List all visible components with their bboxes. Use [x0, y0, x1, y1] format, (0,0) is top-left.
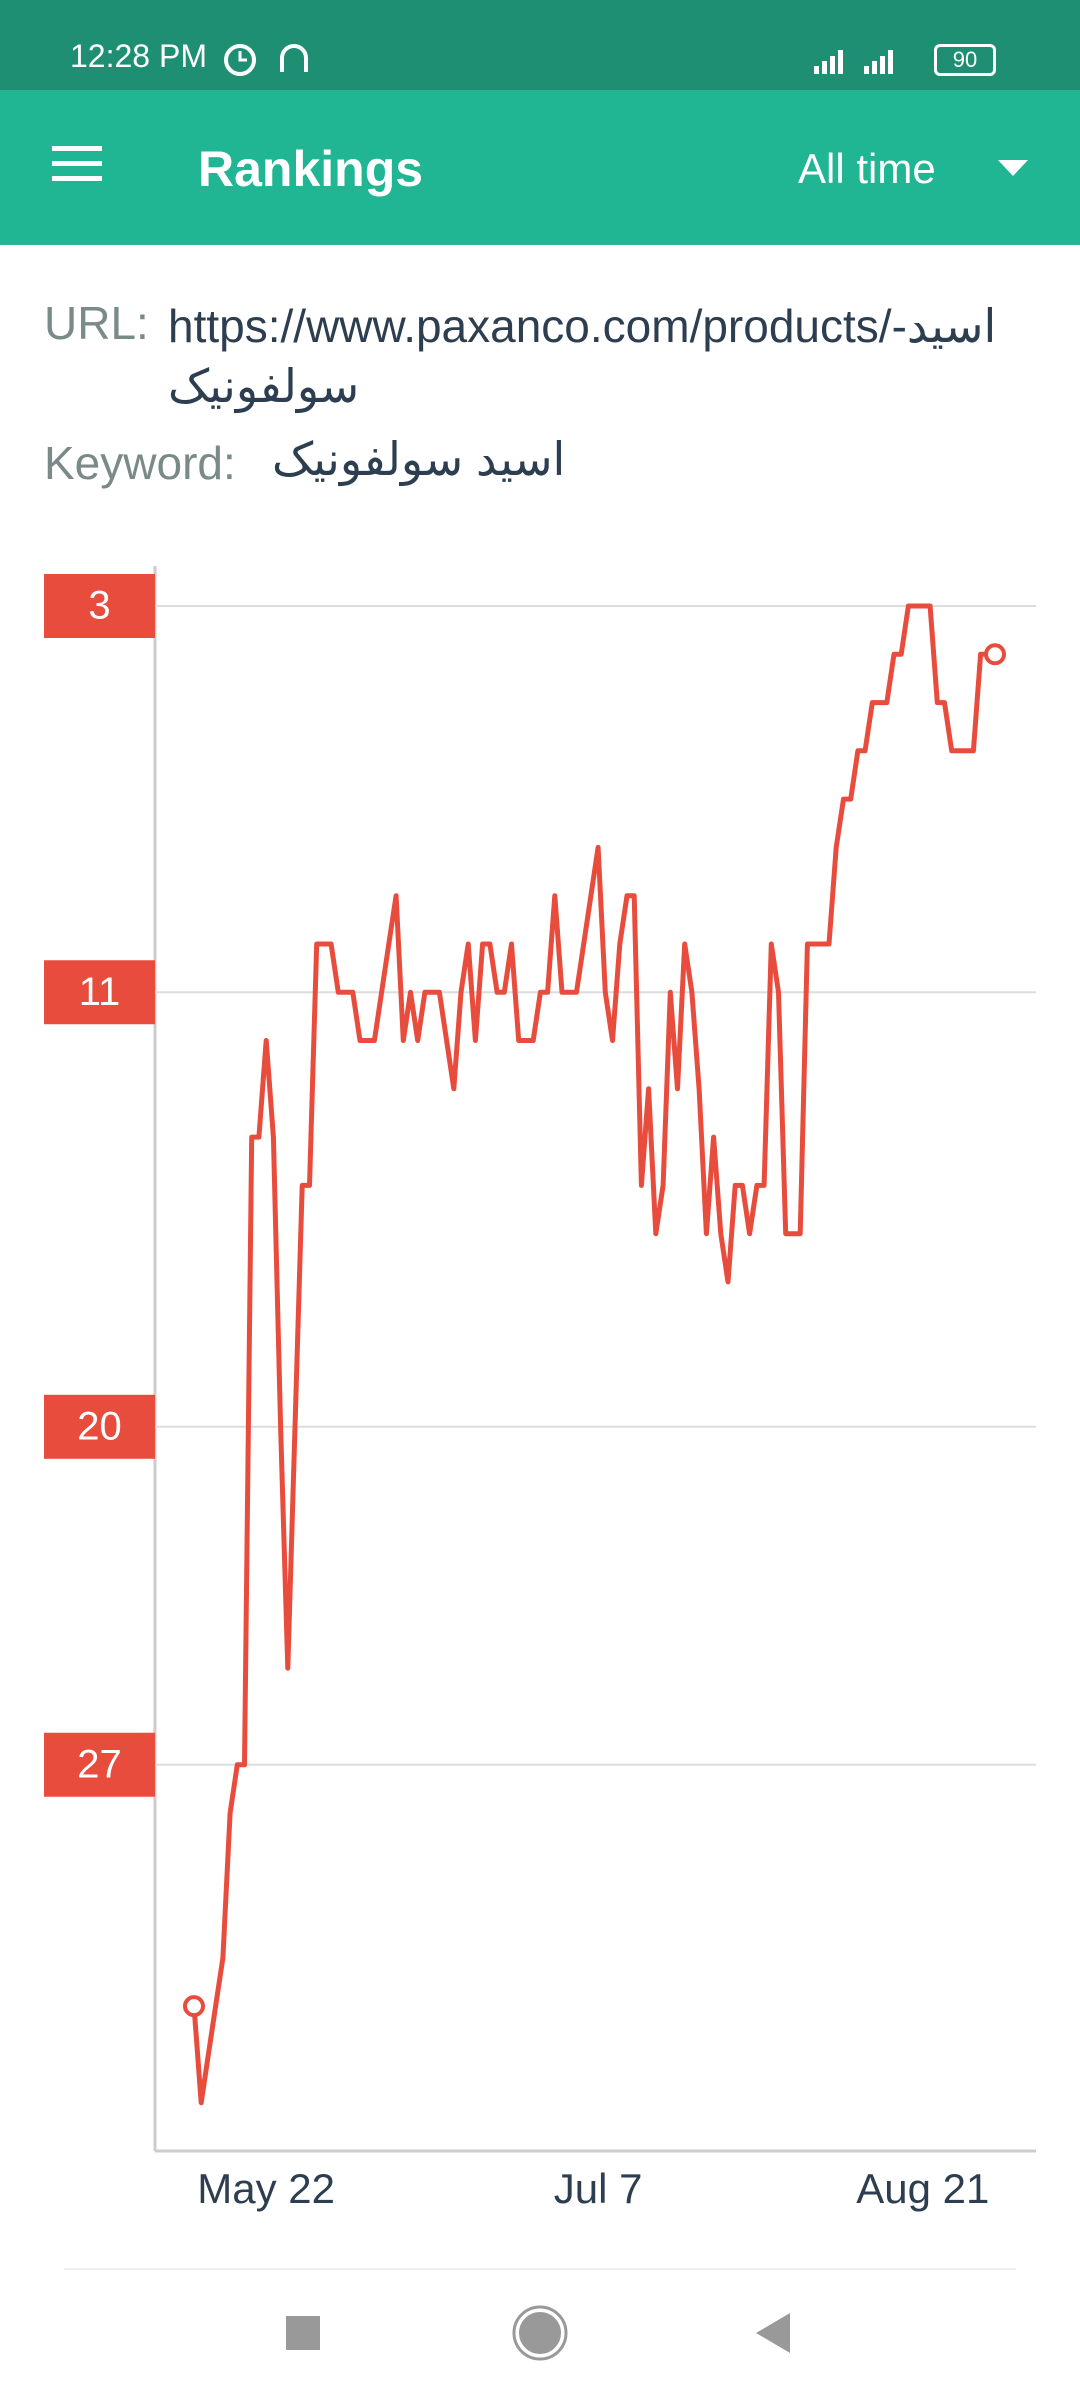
app-bar: Rankings All time — [0, 90, 1080, 245]
nav-recents[interactable] — [286, 2316, 320, 2350]
url-label: URL: — [44, 297, 149, 349]
point-marker — [984, 643, 1006, 666]
keyword-value: اسید سولفونیک — [272, 433, 566, 485]
nav-back[interactable] — [756, 2313, 790, 2353]
x-tick-label: Jul 7 — [554, 2165, 643, 2212]
period-selector[interactable]: All time — [798, 145, 936, 192]
signal-icons — [814, 50, 893, 74]
dropdown-arrow[interactable] — [998, 160, 1028, 178]
keyword-label: Keyword: — [44, 437, 236, 489]
status-bar: 12:28 PM 90 — [0, 0, 1080, 90]
menu-button[interactable] — [50, 144, 104, 184]
y-tick-label: 27 — [77, 1742, 122, 1786]
rank-line — [191, 603, 995, 2106]
y-tick-label: 20 — [77, 1404, 122, 1448]
x-tick-label: Aug 21 — [856, 2165, 989, 2212]
clock: 12:28 PM — [70, 38, 207, 74]
point-marker — [183, 1995, 205, 2018]
y-tick-box — [44, 574, 155, 638]
battery: 90 — [934, 44, 996, 76]
nav-home-ring — [512, 2305, 568, 2361]
nav-home[interactable] — [515, 2308, 565, 2358]
y-tick-box — [44, 1732, 155, 1797]
y-tick-label: 11 — [79, 970, 121, 1014]
x-tick-label: May 22 — [197, 2165, 335, 2212]
y-tick-box — [44, 960, 155, 1025]
y-tick-label: 3 — [88, 584, 110, 628]
url-value: https://www.paxanco.com/products/اسید-سو… — [168, 300, 997, 412]
y-tick-box — [44, 1394, 155, 1459]
status-icons — [224, 44, 308, 76]
app-title: Rankings — [198, 141, 424, 197]
